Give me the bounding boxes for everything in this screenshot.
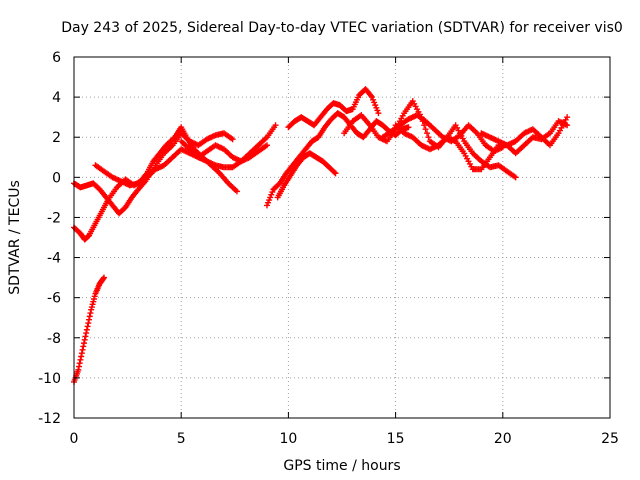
data-point — [332, 170, 339, 177]
y-tick-label: 0 — [52, 170, 61, 186]
data-point — [80, 343, 87, 350]
y-tick-label: -10 — [38, 371, 61, 387]
data-point — [83, 330, 90, 337]
x-tick-label: 25 — [601, 431, 619, 447]
y-axis-label: SDTVAR / TECUs — [7, 180, 23, 295]
data-point — [233, 188, 240, 195]
data-point — [75, 366, 82, 373]
y-tick-label: -8 — [47, 331, 61, 347]
x-axis-label: GPS time / hours — [283, 458, 400, 474]
y-tick-label: 4 — [52, 90, 61, 106]
data-point — [375, 110, 382, 117]
axis-ticks: 0 5 10 15 20 25 -12 -10 -8 -6 -4 -2 0 2 4 6 — [38, 50, 619, 447]
series-track-l — [478, 114, 571, 149]
x-tick-label: 5 — [177, 431, 186, 447]
data-point — [229, 136, 236, 143]
data-point — [81, 336, 88, 343]
data-point — [76, 360, 83, 367]
data-point — [81, 340, 88, 347]
x-tick-label: 20 — [494, 431, 512, 447]
data-point — [84, 323, 91, 330]
data-point — [405, 124, 412, 131]
x-tick-label: 10 — [279, 431, 297, 447]
series-track-a — [71, 274, 108, 385]
data-point — [79, 346, 86, 353]
data-point — [331, 169, 338, 176]
y-tick-label: -6 — [47, 291, 61, 307]
data-point — [78, 353, 85, 360]
data-point — [263, 142, 270, 149]
series-track-f — [263, 110, 412, 209]
x-tick-label: 15 — [387, 431, 405, 447]
y-tick-label: -4 — [47, 251, 61, 267]
y-tick-label: 2 — [52, 130, 61, 146]
data-point — [86, 313, 93, 320]
chart-title: Day 243 of 2025, Sidereal Day-to-day VTE… — [61, 20, 623, 36]
y-tick-label: -2 — [47, 210, 61, 226]
data-point — [564, 114, 571, 121]
data-point — [272, 122, 279, 129]
data-series — [71, 86, 571, 385]
data-point — [422, 126, 429, 133]
series-track-i — [341, 98, 519, 181]
series-track-h — [285, 86, 382, 131]
y-tick-label: 6 — [52, 50, 61, 66]
data-point — [82, 333, 89, 340]
data-point — [77, 356, 84, 363]
data-point — [425, 134, 432, 141]
data-point — [100, 275, 107, 282]
data-point — [83, 326, 90, 333]
series-track-g — [274, 150, 339, 201]
data-point — [424, 130, 431, 137]
plot-frame — [73, 56, 611, 419]
x-tick-label: 0 — [70, 431, 79, 447]
y-tick-label: -12 — [38, 411, 61, 427]
data-point — [78, 350, 85, 357]
series-track-c — [71, 130, 236, 217]
series-track-e — [178, 122, 279, 171]
data-point — [101, 274, 108, 281]
grid-lines — [74, 57, 610, 418]
data-point — [512, 174, 519, 181]
data-point — [85, 320, 92, 327]
series-track-b — [71, 124, 240, 243]
data-point — [87, 310, 94, 317]
data-point — [76, 363, 83, 370]
data-point — [86, 316, 93, 323]
